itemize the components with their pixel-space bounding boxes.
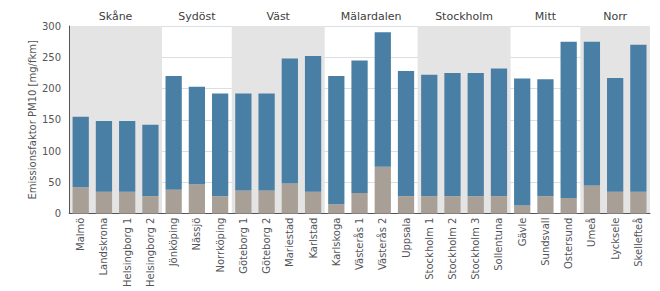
- svg-text:Gävle: Gävle: [517, 218, 528, 247]
- svg-text:Skellefteå: Skellefteå: [632, 218, 644, 267]
- svg-text:Stockholm 3: Stockholm 3: [470, 218, 481, 280]
- svg-text:Ostersund: Ostersund: [563, 218, 574, 270]
- svg-text:Stockholm 1: Stockholm 1: [424, 218, 435, 280]
- svg-text:Helsingborg 2: Helsingborg 2: [145, 218, 156, 287]
- svg-text:Norrköping: Norrköping: [215, 218, 226, 273]
- svg-text:Mitt: Mitt: [535, 10, 557, 23]
- svg-text:Emissionsfaktor PM10 [mg/fkm]: Emissionsfaktor PM10 [mg/fkm]: [27, 40, 38, 199]
- svg-text:200: 200: [42, 83, 61, 94]
- svg-text:Umeå: Umeå: [585, 218, 597, 247]
- svg-text:Helsingborg 1: Helsingborg 1: [122, 218, 133, 287]
- svg-text:Jönköping: Jönköping: [168, 218, 179, 268]
- svg-text:Sundsvall: Sundsvall: [540, 218, 551, 266]
- svg-text:Mariestad: Mariestad: [284, 218, 295, 267]
- svg-text:Stockholm: Stockholm: [435, 10, 493, 23]
- svg-text:Nässjö: Nässjö: [191, 218, 202, 251]
- svg-text:Stockholm 2: Stockholm 2: [447, 218, 458, 280]
- svg-text:Lycksele: Lycksele: [610, 218, 621, 260]
- svg-text:Väst: Väst: [266, 10, 290, 23]
- svg-text:Mälardalen: Mälardalen: [341, 10, 402, 23]
- svg-text:Västerås 2: Västerås 2: [376, 218, 388, 270]
- svg-text:Uppsala: Uppsala: [401, 218, 412, 258]
- svg-text:0: 0: [55, 208, 61, 219]
- svg-text:100: 100: [42, 146, 61, 157]
- svg-text:Karlskoga: Karlskoga: [331, 218, 342, 267]
- svg-text:250: 250: [42, 52, 61, 63]
- svg-text:Karlstad: Karlstad: [308, 218, 319, 259]
- svg-text:Sydöst: Sydöst: [178, 10, 216, 23]
- svg-text:Sollentuna: Sollentuna: [493, 218, 504, 271]
- svg-text:Skåne: Skåne: [99, 10, 133, 23]
- svg-text:Malmö: Malmö: [75, 218, 86, 251]
- svg-text:150: 150: [42, 114, 61, 125]
- svg-text:Göteborg 2: Göteborg 2: [261, 218, 272, 274]
- svg-text:Landskrona: Landskrona: [98, 218, 109, 276]
- svg-text:Göteborg 1: Göteborg 1: [238, 218, 249, 274]
- svg-text:Västerås 1: Västerås 1: [353, 218, 365, 270]
- svg-text:50: 50: [48, 177, 61, 188]
- svg-text:Norr: Norr: [603, 10, 627, 23]
- svg-text:300: 300: [42, 21, 61, 32]
